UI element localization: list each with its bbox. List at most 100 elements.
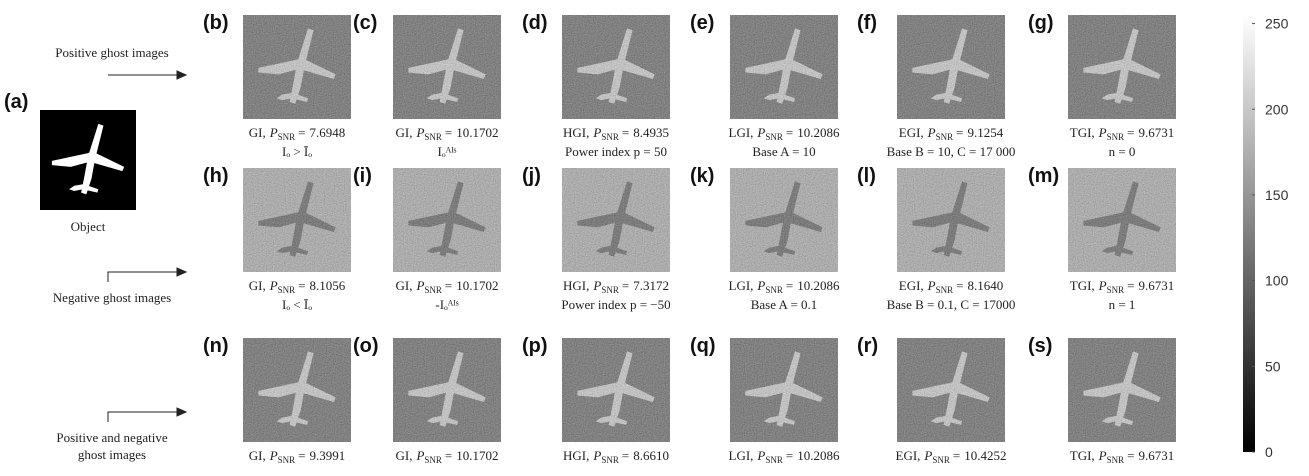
row-label: ghost images [78, 447, 146, 462]
colorbar-tick-label: 150 [1265, 187, 1289, 203]
panel-label: (p) [522, 335, 548, 357]
psnr-symbol: P [1098, 278, 1107, 293]
ghost-image [730, 168, 838, 272]
psnr-value: 8.6610 [633, 448, 669, 463]
method: TGI, [1070, 448, 1095, 463]
note: Iₒ < Īₒ [282, 297, 312, 312]
note: Power index p = 50 [565, 144, 667, 159]
panel-label: (s) [1028, 335, 1052, 357]
image-noise [1068, 15, 1176, 119]
method: GI, [395, 448, 412, 463]
psnr-value: 10.2086 [797, 278, 840, 293]
ghost-image [1068, 15, 1176, 119]
psnr-symbol: P [269, 448, 278, 463]
panel-label: (n) [203, 335, 229, 357]
psnr-subscript: SNR [936, 132, 954, 142]
psnr-subscript: SNR [1107, 285, 1125, 295]
caption: HGI, PSNR = 7.3172 [563, 278, 669, 295]
image-noise [243, 168, 351, 272]
method: LGI, [729, 448, 754, 463]
row-label: Positive ghost images [55, 45, 168, 60]
psnr-value: 10.1702 [456, 278, 498, 293]
method: HGI, [563, 125, 589, 140]
ghost-image [243, 15, 351, 119]
panel-label: (r) [857, 335, 878, 357]
psnr-value: 9.3991 [310, 448, 346, 463]
equals: = [786, 448, 793, 463]
method: GI, [395, 278, 412, 293]
method: GI, [249, 278, 266, 293]
panel-label: (k) [690, 165, 714, 187]
ghost-image [562, 338, 670, 442]
image-noise [897, 168, 1005, 272]
colorbar-tick-label: 250 [1265, 16, 1289, 32]
panel-label: (d) [522, 12, 548, 34]
equals: = [786, 278, 793, 293]
ghost-image [243, 168, 351, 272]
colorbar-tick-label: 100 [1265, 273, 1289, 289]
note: Iₒ > Īₒ [282, 144, 312, 159]
psnr-symbol: P [1098, 448, 1107, 463]
method: EGI, [899, 278, 924, 293]
method: GI, [249, 125, 266, 140]
method: TGI, [1070, 278, 1095, 293]
caption: EGI, PSNR = 8.1640 [899, 278, 1003, 295]
equals: = [786, 125, 793, 140]
psnr-subscript: SNR [932, 455, 950, 465]
caption: GI, PSNR = 9.3991 [249, 448, 346, 465]
note: n = 1 [1109, 297, 1136, 312]
image-noise [562, 168, 670, 272]
colorbar [1243, 15, 1255, 452]
panel-label: (e) [690, 12, 714, 34]
psnr-symbol: P [756, 278, 765, 293]
note: -Iₒᴬᴵˢ [435, 297, 458, 312]
row-label: Positive and negative [56, 430, 167, 445]
image-noise [1068, 338, 1176, 442]
ghost-image [562, 15, 670, 119]
psnr-subscript: SNR [765, 132, 783, 142]
method: EGI, [899, 125, 924, 140]
equals: = [1127, 278, 1134, 293]
image-noise [243, 15, 351, 119]
caption: TGI, PSNR = 9.6731 [1070, 125, 1174, 142]
psnr-value: 8.1056 [310, 278, 346, 293]
image-noise [1068, 168, 1176, 272]
psnr-subscript: SNR [601, 132, 619, 142]
caption: LGI, PSNR = 10.2086 [729, 278, 840, 295]
psnr-subscript: SNR [601, 285, 619, 295]
psnr-subscript: SNR [1107, 132, 1125, 142]
image-noise [897, 338, 1005, 442]
caption: HGI, PSNR = 8.6610 [563, 448, 669, 465]
psnr-symbol: P [1098, 125, 1107, 140]
method: LGI, [729, 278, 754, 293]
psnr-value: 7.6948 [310, 125, 346, 140]
panel-label: (i) [353, 165, 372, 187]
equals: = [298, 125, 305, 140]
psnr-value: 10.4252 [964, 448, 1006, 463]
caption: LGI, PSNR = 10.2086 [729, 125, 840, 142]
equals: = [445, 278, 452, 293]
image-noise [393, 338, 501, 442]
panel-label: (o) [353, 335, 379, 357]
panel-label: (g) [1028, 12, 1054, 34]
equals: = [445, 448, 452, 463]
psnr-symbol: P [269, 278, 278, 293]
ghost-image [393, 15, 501, 119]
image-noise [730, 168, 838, 272]
panel-label: (f) [857, 12, 877, 34]
ghost-image [1068, 338, 1176, 442]
equals: = [953, 448, 960, 463]
image-noise [562, 15, 670, 119]
psnr-symbol: P [923, 448, 932, 463]
psnr-symbol: P [592, 448, 601, 463]
psnr-value: 8.1640 [967, 278, 1003, 293]
equals: = [622, 278, 629, 293]
panel-label: (q) [690, 335, 716, 357]
row-label: Negative ghost images [53, 290, 171, 305]
image-noise [243, 338, 351, 442]
ghost-image [730, 15, 838, 119]
note: Base A = 0.1 [751, 297, 818, 312]
caption: GI, PSNR = 10.1702 [395, 448, 498, 465]
caption: HGI, PSNR = 8.4935 [563, 125, 669, 142]
